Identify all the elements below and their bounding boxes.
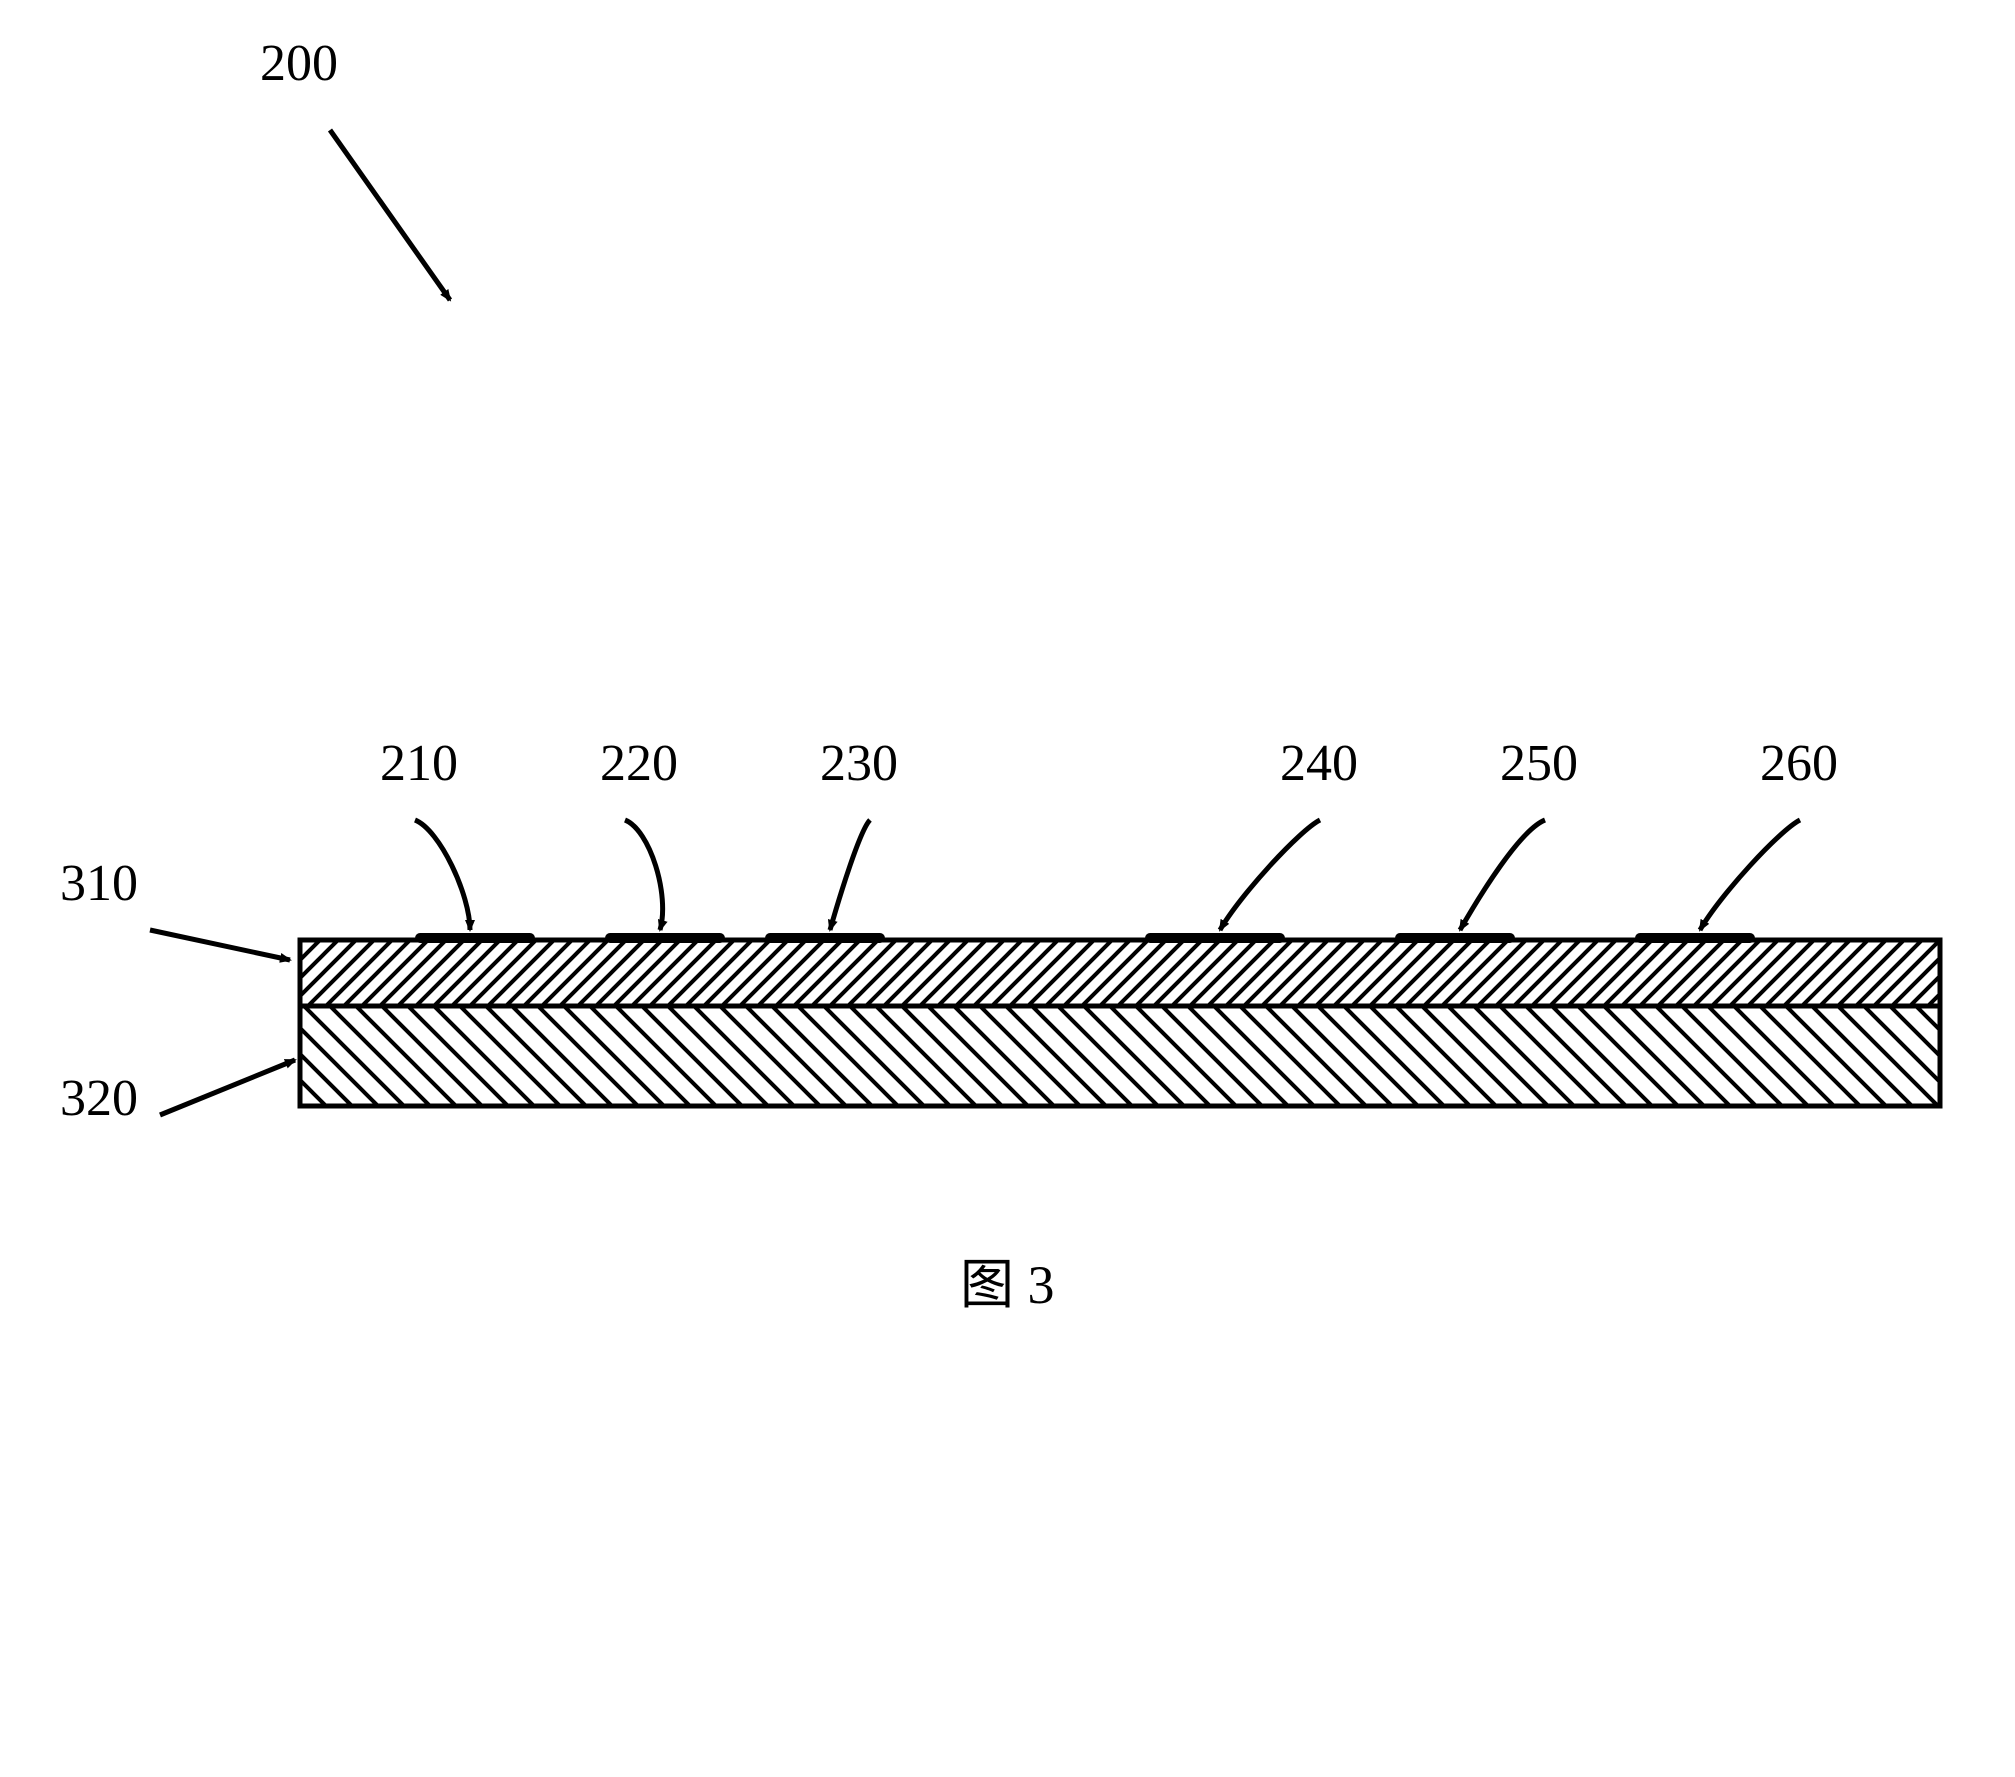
- ref-label-320: 320: [60, 1070, 138, 1127]
- layer-310: [300, 940, 1940, 1006]
- figure-diagram: 210 220 230 240 250 260 310 320 200: [0, 0, 2015, 1777]
- ref-label-230: 230: [820, 735, 898, 792]
- ref-label-210: 210: [380, 735, 458, 792]
- figure-caption: 图 3: [960, 1240, 1055, 1319]
- ref-label-200: 200: [260, 35, 338, 92]
- layer-320: [300, 1006, 1940, 1106]
- ref-label-260: 260: [1760, 735, 1838, 792]
- ref-label-240: 240: [1280, 735, 1358, 792]
- ref-label-250: 250: [1500, 735, 1578, 792]
- ref-label-310: 310: [60, 855, 138, 912]
- ref-label-220: 220: [600, 735, 678, 792]
